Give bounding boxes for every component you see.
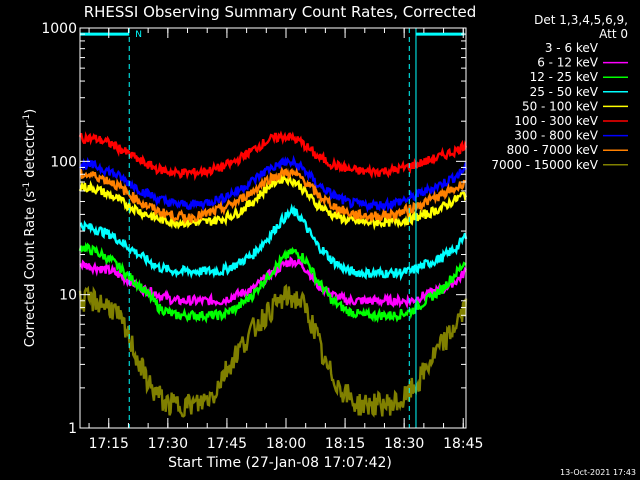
plot-frame	[79, 27, 467, 429]
series-line-2	[78, 241, 467, 324]
y-tick-label-3: 1000	[41, 21, 77, 37]
legend-label-0: 3 - 6 keV	[545, 41, 599, 55]
series-line-6	[78, 154, 468, 214]
x-tick-label-0: 17:15	[89, 436, 129, 452]
legend-label-1: 6 - 12 keV	[537, 56, 599, 70]
series-line-3	[79, 203, 468, 282]
y-tick-label-1: 10	[59, 288, 77, 304]
x-tick-label-1: 17:30	[148, 436, 188, 452]
legend-label-2: 12 - 25 keV	[530, 70, 599, 84]
axis-ticks-group: 17:15 17:30 17:45 18:00 18:15 18:30 18:45 1 10 10…	[41, 21, 483, 452]
chart-title: RHESSI Observing Summary Count Rates, Co…	[84, 3, 477, 21]
x-tick-label-6: 18:45	[443, 436, 483, 452]
x-tick-label-3: 18:00	[266, 436, 306, 452]
series-line-5	[78, 130, 468, 182]
legend-label-5: 100 - 300 keV	[514, 114, 598, 128]
x-axis-label: Start Time (27-Jan-08 17:07:42)	[168, 455, 392, 471]
x-tick-label-2: 17:45	[207, 436, 247, 452]
series-line-0	[78, 261, 468, 371]
y-tick-label-0: 1	[68, 421, 77, 437]
legend-label-7: 800 - 7000 keV	[507, 143, 599, 157]
series-line-7	[79, 166, 467, 225]
plot-series-group	[78, 130, 468, 418]
legend-label-8: 7000 - 15000 keV	[491, 158, 598, 172]
x-tick-label-5: 18:30	[384, 436, 424, 452]
night-marker-label: N	[135, 30, 142, 40]
y-axis-label: Corrected Count Rate (s-1 detector-1)	[22, 109, 38, 347]
legend-label-3: 25 - 50 keV	[530, 85, 599, 99]
legend-header-line-2: Att 0	[599, 27, 628, 41]
legend-label-6: 300 - 800 keV	[514, 129, 598, 143]
series-line-8	[78, 283, 468, 418]
legend-header-line-1: Det 1,3,4,5,6,9,	[534, 13, 628, 27]
generated-timestamp: 13-Oct-2021 17:43	[560, 468, 636, 477]
x-tick-label-4: 18:15	[325, 436, 365, 452]
legend-label-4: 50 - 100 keV	[522, 99, 599, 113]
y-tick-label-2: 100	[50, 154, 77, 170]
